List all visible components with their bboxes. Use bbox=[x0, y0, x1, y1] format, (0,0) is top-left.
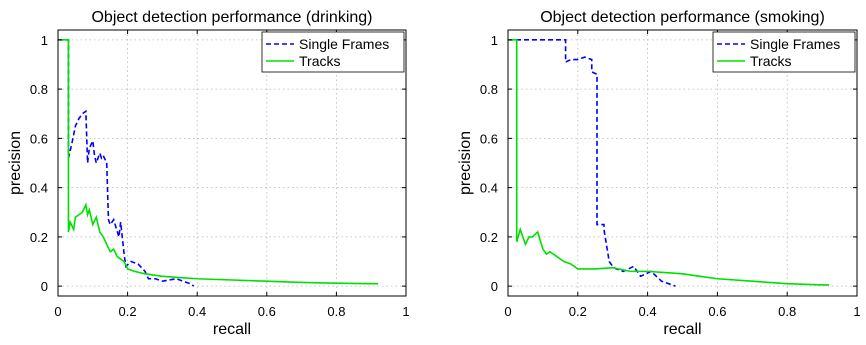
y-axis-label: precision bbox=[7, 131, 24, 195]
x-tick-label: 1 bbox=[402, 304, 409, 319]
plot-area bbox=[58, 30, 406, 296]
chart-title: Object detection performance (drinking) bbox=[91, 9, 372, 26]
series-line-tracks bbox=[508, 39, 830, 286]
y-tick-label: 0.2 bbox=[30, 230, 48, 245]
x-tick-label: 0 bbox=[504, 304, 511, 319]
x-tick-label: 1 bbox=[853, 304, 860, 319]
y-tick-label: 0.6 bbox=[30, 131, 48, 146]
y-tick-label: 0 bbox=[491, 279, 498, 294]
chart-0: 0 0.2 0.4 0.6 0.8 1 0 0.2 0.4 0.6 0.8 1 Object detec… bbox=[7, 9, 410, 338]
x-tick-label: 0.2 bbox=[569, 304, 587, 319]
chart-title: Object detection performance (smoking) bbox=[540, 9, 825, 26]
x-tick-label: 0.2 bbox=[119, 304, 137, 319]
x-tick-label: 0.4 bbox=[639, 304, 657, 319]
legend-label: Tracks bbox=[299, 53, 340, 69]
y-tick-label: 0.4 bbox=[30, 181, 48, 196]
axes-box bbox=[507, 29, 858, 297]
legend-box bbox=[712, 31, 856, 73]
y-tick-label: 0.2 bbox=[480, 230, 498, 245]
chart-1: 0 0.2 0.4 0.6 0.8 1 0 0.2 0.4 0.6 0.8 1 Object detec… bbox=[457, 9, 861, 338]
x-tick-label: 0.8 bbox=[327, 304, 345, 319]
axes-box bbox=[57, 29, 407, 297]
plot-area bbox=[508, 30, 857, 296]
series-line-tracks bbox=[58, 39, 379, 285]
legend-box bbox=[261, 31, 405, 73]
x-tick-label: 0.4 bbox=[188, 304, 206, 319]
x-tick-label: 0 bbox=[54, 304, 61, 319]
y-tick-label: 0.8 bbox=[30, 82, 48, 97]
y-tick-label: 1 bbox=[491, 33, 498, 48]
y-tick-label: 0.8 bbox=[480, 82, 498, 97]
x-tick-label: 0.6 bbox=[258, 304, 276, 319]
x-tick-label: 0.8 bbox=[778, 304, 796, 319]
legend-label: Single Frames bbox=[299, 36, 389, 52]
series-line-single-frames bbox=[58, 39, 195, 287]
y-axis-label: precision bbox=[457, 131, 474, 195]
legend-label: Tracks bbox=[750, 53, 791, 69]
y-tick-label: 0 bbox=[41, 279, 48, 294]
x-tick-label: 0.6 bbox=[708, 304, 726, 319]
x-axis-label: recall bbox=[663, 321, 701, 338]
legend-label: Single Frames bbox=[750, 36, 840, 52]
y-tick-label: 0.4 bbox=[480, 181, 498, 196]
y-tick-label: 0.6 bbox=[480, 131, 498, 146]
x-axis-label: recall bbox=[213, 321, 251, 338]
y-tick-label: 1 bbox=[41, 33, 48, 48]
